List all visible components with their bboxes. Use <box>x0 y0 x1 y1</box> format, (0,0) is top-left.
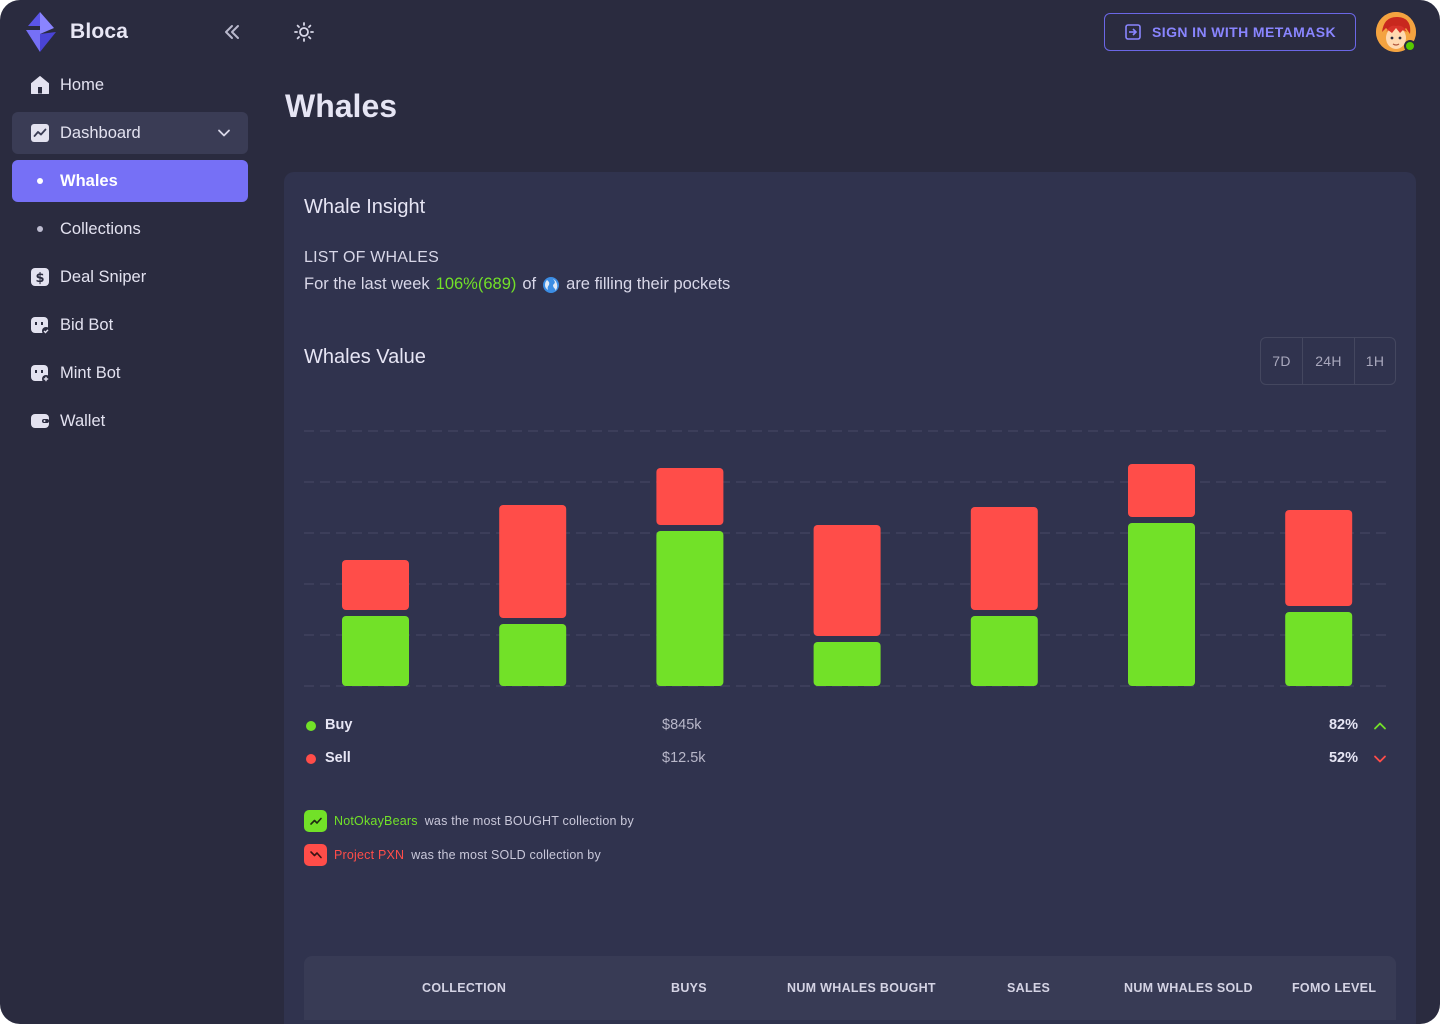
bar-buy-5[interactable] <box>970 616 1038 686</box>
bar-sell-5[interactable] <box>970 507 1038 610</box>
legend-buy: Buy $845k 82% <box>304 715 1392 737</box>
sidebar-item-collections[interactable]: Collections <box>12 208 248 250</box>
sidebar-item-mint-bot[interactable]: Mint Bot <box>12 352 248 394</box>
dot-icon <box>37 178 43 184</box>
legend-value: $12.5k <box>662 750 706 766</box>
bar-sell-1[interactable] <box>342 560 409 610</box>
bar-sell-3[interactable] <box>656 468 724 525</box>
range-7d-button[interactable]: 7D <box>1261 338 1303 384</box>
home-icon <box>30 75 50 95</box>
list-of-whales-label: LIST OF WHALES <box>304 249 439 266</box>
column-header-num-whales-bought[interactable]: NUM WHALES BOUGHT <box>787 981 936 995</box>
robot-check-icon <box>30 315 50 335</box>
bar-buy-1[interactable] <box>342 616 409 686</box>
legend-sell: Sell $12.5k 52% <box>304 748 1392 770</box>
bar-buy-4[interactable] <box>813 642 881 686</box>
wallet-icon <box>30 411 50 431</box>
sign-in-metamask-button[interactable]: SIGN IN WITH METAMASK <box>1104 13 1356 51</box>
note-text: was the most SOLD collection by <box>411 848 601 862</box>
bar-sell-2[interactable] <box>499 505 567 618</box>
sidebar-item-label: Wallet <box>60 411 106 430</box>
whale-insight-card: Whale Insight LIST OF WHALES For the las… <box>284 172 1416 1024</box>
dot-icon <box>37 226 43 232</box>
collapse-sidebar-button[interactable] <box>220 20 244 44</box>
bar-buy-7[interactable] <box>1285 612 1353 686</box>
most-sold-collection-link[interactable]: Project PXN <box>334 848 405 862</box>
range-selector: 7D 24H 1H <box>1260 337 1396 385</box>
buy-dot-icon <box>306 721 316 731</box>
sidebar-item-label: Mint Bot <box>60 363 121 382</box>
card-title: Whale Insight <box>304 196 426 218</box>
sun-icon <box>294 22 314 42</box>
bar-sell-6[interactable] <box>1128 464 1195 517</box>
bar-sell-7[interactable] <box>1285 510 1353 606</box>
insight-prefix: For the last week <box>304 275 430 293</box>
insight-of: of <box>522 275 537 293</box>
column-header-sales[interactable]: SALES <box>1007 981 1051 995</box>
column-header-buys[interactable]: BUYS <box>671 981 707 995</box>
column-header-fomo-level[interactable]: FOMO LEVEL <box>1292 981 1377 995</box>
column-header-num-whales-sold[interactable]: NUM WHALES SOLD <box>1124 981 1253 995</box>
range-24h-button[interactable]: 24H <box>1303 338 1355 384</box>
sidebar-item-bid-bot[interactable]: Bid Bot <box>12 304 248 346</box>
bar-buy-2[interactable] <box>499 624 567 686</box>
chevron-down-icon <box>1374 755 1386 763</box>
whales-table-header: COLLECTION BUYS NUM WHALES BOUGHT SALES … <box>304 956 1396 1020</box>
trending-down-icon <box>304 844 327 866</box>
brand-name: Bloca <box>70 20 129 43</box>
sidebar-item-deal-sniper[interactable]: $ Deal Sniper <box>12 256 248 298</box>
dollar-icon: $ <box>30 267 50 287</box>
svg-text:$: $ <box>35 271 44 286</box>
whales-value-chart <box>304 430 1392 687</box>
sidebar-item-label: Deal Sniper <box>60 267 147 286</box>
sign-in-label: SIGN IN WITH METAMASK <box>1152 24 1336 40</box>
bloca-logo-icon <box>26 12 56 52</box>
whales-value-title: Whales Value <box>304 346 426 368</box>
sidebar-item-wallet[interactable]: Wallet <box>12 400 248 442</box>
chart-line-icon <box>30 123 50 143</box>
range-1h-button[interactable]: 1H <box>1365 353 1385 369</box>
bar-sell-4[interactable] <box>813 525 881 636</box>
sidebar-item-label: Whales <box>60 171 118 190</box>
page-title: Whales <box>285 88 398 124</box>
most-sold-note: Project PXN was the most SOLD collection… <box>304 843 601 867</box>
sidebar: Bloca Home Dashboard <box>0 0 260 1024</box>
insight-highlight: 106%(689) <box>435 275 517 293</box>
online-status-badge <box>1404 40 1416 52</box>
login-icon <box>1125 24 1141 40</box>
most-bought-note: NotOkayBears was the most BOUGHT collect… <box>304 809 634 833</box>
bar-buy-3[interactable] <box>656 531 724 686</box>
sidebar-item-label: Bid Bot <box>60 315 114 334</box>
sidebar-item-home[interactable]: Home <box>12 64 248 106</box>
sell-dot-icon <box>306 754 316 764</box>
sidebar-item-label: Collections <box>60 219 141 238</box>
insight-suffix: are filling their pockets <box>566 275 731 293</box>
insight-summary: For the last week 106%(689) of are filli… <box>304 275 730 294</box>
sidebar-item-label: Home <box>60 75 105 94</box>
legend-name: Sell <box>325 750 351 766</box>
chevron-up-icon <box>1374 722 1386 730</box>
legend-percent: 82% <box>1328 717 1358 733</box>
trending-up-icon <box>304 810 327 832</box>
legend-value: $845k <box>662 717 702 733</box>
most-bought-collection-link[interactable]: NotOkayBears <box>334 814 418 828</box>
chevron-down-icon <box>218 129 230 137</box>
legend-name: Buy <box>325 717 353 733</box>
bar-buy-6[interactable] <box>1128 523 1195 686</box>
column-header-collection[interactable]: COLLECTION <box>422 981 507 995</box>
theme-toggle-button[interactable] <box>292 20 316 44</box>
robot-plus-icon <box>30 363 50 383</box>
user-avatar-icon <box>1376 12 1416 52</box>
note-text: was the most BOUGHT collection by <box>424 814 634 828</box>
sidebar-item-dashboard[interactable]: Dashboard <box>12 112 248 154</box>
sidebar-nav: Home Dashboard Whales Collections $ <box>12 64 248 448</box>
globe-icon <box>543 276 560 293</box>
sidebar-item-label: Dashboard <box>60 123 141 142</box>
brand[interactable]: Bloca <box>24 12 128 52</box>
legend-percent: 52% <box>1328 750 1358 766</box>
sidebar-item-whales[interactable]: Whales <box>12 160 248 202</box>
chevrons-left-icon <box>225 25 239 39</box>
